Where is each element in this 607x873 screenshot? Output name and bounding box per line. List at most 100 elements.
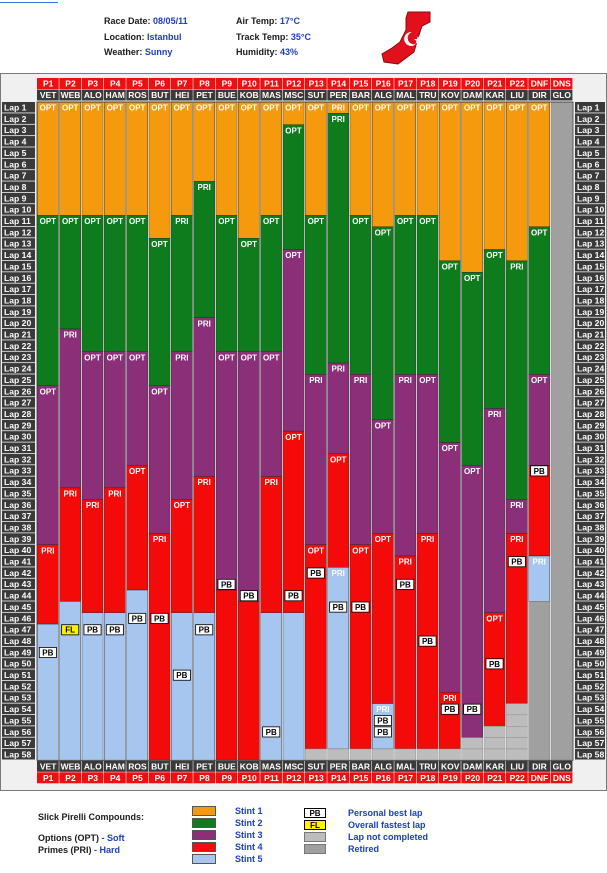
bottom-driver-label: DIR: [532, 761, 547, 771]
lap-label-right-cell: [575, 385, 605, 397]
lap-label-left-cell: [2, 669, 35, 681]
not-completed-cell: [327, 748, 349, 761]
bottom-pos-label: P15: [353, 773, 368, 783]
pb-box: [128, 612, 147, 624]
stint-bar: [171, 101, 193, 216]
pb-label: PB: [489, 660, 500, 669]
lap-label-right-cell: [575, 646, 605, 658]
lap-label-right: Lap 11: [577, 216, 604, 226]
legend-title: Slick Pirelli Compounds:: [38, 812, 145, 822]
tyre-label: OPT: [375, 421, 392, 430]
stint-bar: [81, 499, 104, 613]
tyre-label: OPT: [218, 217, 235, 226]
lap-label-left-cell: [2, 692, 35, 703]
lap-label-left-cell: [2, 340, 35, 351]
bottom-pos-cell: [193, 772, 216, 784]
pb-label: PB: [87, 626, 98, 635]
lap-label-right: Lap 18: [577, 295, 604, 305]
bottom-driver-label: BAR: [352, 761, 370, 771]
lap-label-right-cell: [575, 510, 605, 522]
tyre-label: PRI: [175, 353, 188, 362]
grid-background: [37, 102, 573, 761]
stint-bar: [215, 215, 238, 352]
bottom-pos-label: DNS: [553, 773, 571, 783]
stint-bar: [104, 487, 126, 613]
tyre-label: OPT: [397, 104, 414, 113]
tyre-label: PRI: [198, 183, 211, 192]
lap-label-left-cell: [2, 192, 35, 204]
stint-bar: [528, 101, 550, 228]
pb-label: PB: [534, 467, 545, 476]
bottom-pos-cell: [372, 772, 394, 784]
top-pos-label: P3: [88, 79, 99, 89]
lap-label-left-cell: [2, 374, 35, 385]
top-pos-cell: [193, 78, 216, 89]
bottom-pos-label: P20: [465, 773, 480, 783]
stint3-swatch: [192, 830, 216, 840]
top-code-cell: [439, 89, 461, 101]
stint-bar: [238, 351, 260, 602]
top-driver-label: KAR: [486, 90, 504, 100]
lap-label-left-cell: [2, 737, 35, 749]
lap-label-right: Lap 40: [577, 545, 604, 555]
not-completed-legend-box: [304, 832, 326, 842]
lap-label-right: Lap 58: [577, 749, 604, 759]
tyre-label: OPT: [84, 104, 101, 113]
top-code-cell: [126, 89, 149, 101]
stint-bar: [238, 237, 260, 352]
lap-label-left: Lap 50: [4, 659, 31, 669]
bottom-driver-label: KOB: [240, 761, 259, 771]
bottom-code-cell: [327, 760, 350, 772]
stint-bar: [37, 623, 59, 761]
tyre-label: OPT: [129, 104, 146, 113]
lap-label-right-cell: [575, 181, 605, 192]
bottom-driver-label: MAL: [396, 761, 414, 771]
lap-label-right-cell: [575, 102, 605, 113]
pb-label: PB: [422, 637, 433, 646]
top-code-cell: [260, 89, 283, 101]
lap-label-right-cell: [575, 306, 605, 317]
bottom-code-cell: [416, 760, 439, 772]
lap-label-left: Lap 20: [4, 318, 31, 328]
top-driver-label: MAS: [262, 90, 281, 100]
not-completed-cell: [506, 737, 528, 750]
stint-bar: [37, 215, 59, 386]
lap-label-right: Lap 34: [577, 477, 604, 487]
bottom-pos-cell: [148, 772, 171, 784]
stint-bar: [528, 226, 550, 375]
lap-label-left-cell: [2, 612, 35, 624]
top-driver-label: TRU: [419, 90, 436, 100]
top-pos-cell: [439, 78, 461, 89]
lap-label-right: Lap 14: [577, 250, 604, 260]
pb-box: [507, 556, 526, 568]
not-completed-cell: [416, 748, 439, 761]
bottom-pos-label: P18: [420, 773, 435, 783]
pb-legend-label: Personal best lap: [348, 808, 423, 818]
top-driver-label: KOV: [441, 90, 460, 100]
lap-label-right-cell: [575, 192, 605, 204]
lap-label-left: Lap 30: [4, 432, 31, 442]
tyre-label: OPT: [40, 217, 57, 226]
top-pos-label: P20: [465, 79, 480, 89]
top-driver-label: GLO: [553, 90, 572, 100]
lap-label-right-cell: [575, 578, 605, 590]
lap-label-left-cell: [2, 226, 35, 238]
stint-bar: [215, 101, 238, 216]
lap-label-right-cell: [575, 635, 605, 646]
lap-label-left: Lap 4: [4, 137, 27, 147]
tyre-label: OPT: [40, 387, 57, 396]
bottom-code-cell: [81, 760, 104, 772]
top-pos-label: P12: [286, 79, 301, 89]
lap-label-right-cell: [575, 442, 605, 454]
lap-label-right: Lap 35: [577, 488, 604, 498]
lap-label-left-cell: [2, 499, 35, 510]
lap-label-left-cell: [2, 238, 35, 249]
not-completed-cell: [483, 737, 506, 750]
pb-label: PB: [511, 558, 522, 567]
lap-label-left: Lap 55: [4, 715, 31, 725]
top-pos-cell: [349, 78, 372, 89]
lap-label-left-cell: [2, 147, 35, 158]
top-code-cell: [59, 89, 82, 101]
pb-label: PB: [221, 580, 232, 589]
lap-label-right-cell: [575, 215, 605, 227]
